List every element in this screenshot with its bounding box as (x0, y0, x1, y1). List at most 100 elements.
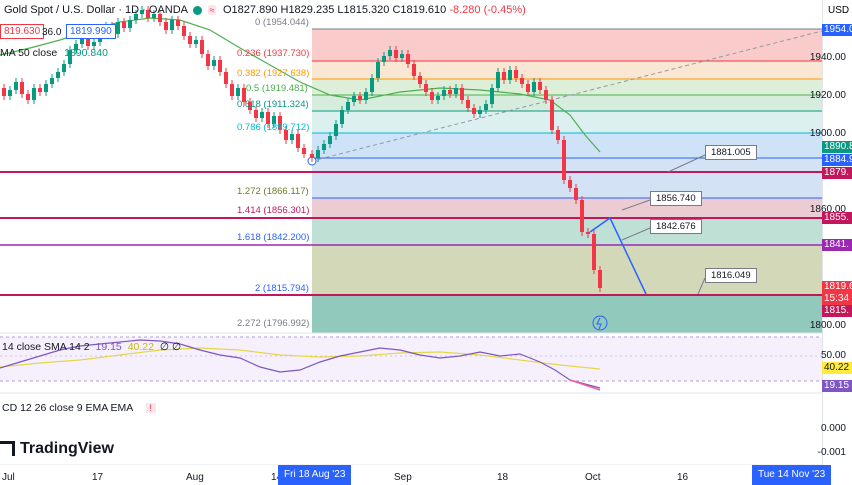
candle-body[interactable] (328, 136, 332, 144)
candle-body[interactable] (490, 88, 494, 104)
candle-body[interactable] (532, 82, 536, 92)
candle-body[interactable] (370, 78, 374, 92)
candle-body[interactable] (158, 14, 162, 22)
candle-body[interactable] (364, 92, 368, 100)
candle-body[interactable] (254, 110, 258, 118)
candle-body[interactable] (134, 14, 138, 20)
candle-body[interactable] (122, 22, 126, 28)
candle-body[interactable] (200, 40, 204, 54)
candle-body[interactable] (86, 38, 90, 46)
callout-1842[interactable]: 1842.676 (650, 219, 702, 234)
candle-body[interactable] (538, 82, 542, 90)
candle-body[interactable] (394, 50, 398, 58)
callout-1881[interactable]: 1881.005 (705, 145, 757, 160)
candle-body[interactable] (478, 110, 482, 114)
candle-body[interactable] (496, 72, 500, 88)
x-highlight-end[interactable]: Tue 14 Nov '23 (752, 465, 832, 485)
candle-body[interactable] (62, 64, 66, 72)
candle-body[interactable] (346, 102, 350, 110)
candle-body[interactable] (302, 148, 306, 154)
candle-body[interactable] (212, 60, 216, 66)
candle-body[interactable] (206, 54, 210, 66)
candle-body[interactable] (472, 108, 476, 114)
candle-body[interactable] (284, 130, 288, 140)
candle-body[interactable] (454, 88, 458, 94)
candle-body[interactable] (218, 60, 222, 72)
candle-body[interactable] (442, 90, 446, 96)
candle-body[interactable] (448, 90, 452, 94)
candle-body[interactable] (188, 36, 192, 44)
candle-body[interactable] (508, 70, 512, 80)
candle-body[interactable] (430, 92, 434, 100)
candle-body[interactable] (68, 50, 72, 64)
sell-button[interactable]: 819.630 (0, 24, 45, 39)
candle-body[interactable] (260, 112, 264, 118)
candle-body[interactable] (310, 154, 314, 158)
candle-body[interactable] (466, 100, 470, 108)
candle-body[interactable] (358, 96, 362, 100)
callout-1816[interactable]: 1816.049 (705, 268, 757, 283)
candle-body[interactable] (2, 88, 6, 96)
trend-line[interactable] (311, 30, 822, 162)
rsi-legend[interactable]: 14 close SMA 14 2 19.15 40.22 ∅ ∅ (2, 341, 181, 353)
candle-body[interactable] (460, 88, 464, 100)
candle-body[interactable] (290, 134, 294, 140)
candle-body[interactable] (544, 90, 548, 100)
candle-body[interactable] (424, 84, 428, 92)
candle-body[interactable] (562, 140, 566, 180)
candle-body[interactable] (412, 64, 416, 76)
candle-body[interactable] (592, 234, 596, 270)
candle-body[interactable] (116, 22, 120, 34)
candle-body[interactable] (14, 82, 18, 90)
candle-body[interactable] (484, 104, 488, 110)
candle-body[interactable] (586, 232, 590, 234)
candle-body[interactable] (296, 134, 300, 148)
candle-body[interactable] (556, 130, 560, 140)
symbol-title[interactable]: Gold Spot / U.S. Dollar · 1D · OANDA ≈ (4, 4, 217, 16)
candle-body[interactable] (406, 54, 410, 64)
candle-body[interactable] (146, 10, 150, 18)
candle-body[interactable] (74, 44, 78, 50)
candle-body[interactable] (598, 270, 602, 288)
candle-body[interactable] (26, 94, 30, 100)
candle-body[interactable] (436, 96, 440, 100)
candles[interactable] (2, 6, 602, 292)
candle-body[interactable] (44, 84, 48, 92)
candle-body[interactable] (248, 102, 252, 110)
candle-body[interactable] (520, 78, 524, 84)
candle-body[interactable] (92, 42, 96, 46)
candle-body[interactable] (50, 78, 54, 84)
x-highlight-start[interactable]: Fri 18 Aug '23 (278, 465, 352, 485)
candle-body[interactable] (140, 10, 144, 14)
candle-body[interactable] (170, 20, 174, 30)
candle-body[interactable] (526, 84, 530, 92)
candle-body[interactable] (194, 40, 198, 44)
rsi-sma-line[interactable] (0, 347, 601, 370)
candle-body[interactable] (388, 50, 392, 56)
candle-body[interactable] (32, 88, 36, 100)
candle-body[interactable] (580, 200, 584, 232)
candle-body[interactable] (56, 72, 60, 78)
candle-body[interactable] (514, 70, 518, 78)
candle-body[interactable] (242, 88, 246, 102)
candle-body[interactable] (8, 90, 12, 96)
candle-body[interactable] (382, 56, 386, 62)
candle-body[interactable] (38, 88, 42, 92)
candle-body[interactable] (316, 150, 320, 158)
candle-body[interactable] (418, 76, 422, 84)
candle-body[interactable] (230, 84, 234, 96)
price-axis[interactable] (822, 0, 852, 465)
candle-body[interactable] (164, 22, 168, 30)
ma-legend[interactable]: MA 50 close 1890.840 (0, 47, 108, 59)
symbol-name[interactable]: Gold Spot / U.S. Dollar · 1D · OANDA (4, 4, 188, 16)
candle-body[interactable] (376, 62, 380, 78)
candle-body[interactable] (400, 54, 404, 58)
candle-body[interactable] (236, 88, 240, 96)
candle-body[interactable] (322, 144, 326, 150)
candle-body[interactable] (80, 38, 84, 44)
tradingview-logo[interactable]: TradingView (0, 440, 114, 458)
candle-body[interactable] (574, 188, 578, 200)
candle-body[interactable] (278, 116, 282, 130)
candle-body[interactable] (176, 20, 180, 26)
candle-body[interactable] (224, 72, 228, 84)
